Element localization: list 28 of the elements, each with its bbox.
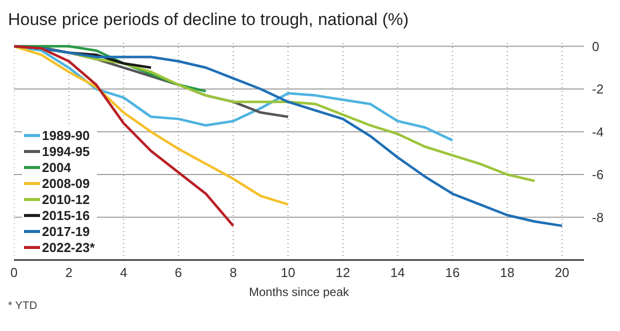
x-tick-label: 18 [500,265,515,280]
y-tick-label: -6 [592,167,604,182]
x-tick-label: 16 [445,265,460,280]
legend-label: 2004 [42,160,71,174]
legend-label: 2017-19 [42,224,90,238]
chart-title: House price periods of decline to trough, national (%) [8,9,410,31]
x-tick-label: 6 [174,265,182,280]
x-tick-label: 20 [554,265,570,280]
legend-label: 1994-95 [42,144,90,158]
x-tick-label: 10 [280,265,296,280]
legend-label: 2022-23* [42,240,95,254]
line-series [14,45,290,206]
y-tick-label: 0 [592,38,600,54]
y-tick-label: -4 [592,124,604,140]
legend-label: 2008-09 [42,176,90,190]
y-tick-label: -8 [592,210,604,225]
y-tick-label: -2 [592,82,604,97]
line-series [14,45,234,228]
legend-label: 1989-90 [42,128,90,142]
legend-label: 2015-16 [42,208,90,222]
legend-label: 2010-12 [42,192,90,206]
x-tick-label: 4 [120,265,128,280]
x-tick-label: 0 [10,265,18,280]
x-tick-label: 8 [230,265,237,280]
x-tick-label: 12 [336,265,350,280]
x-tick-label: 2 [65,265,72,280]
text: * YTD [8,300,38,312]
x-tick-label: 14 [390,265,405,280]
